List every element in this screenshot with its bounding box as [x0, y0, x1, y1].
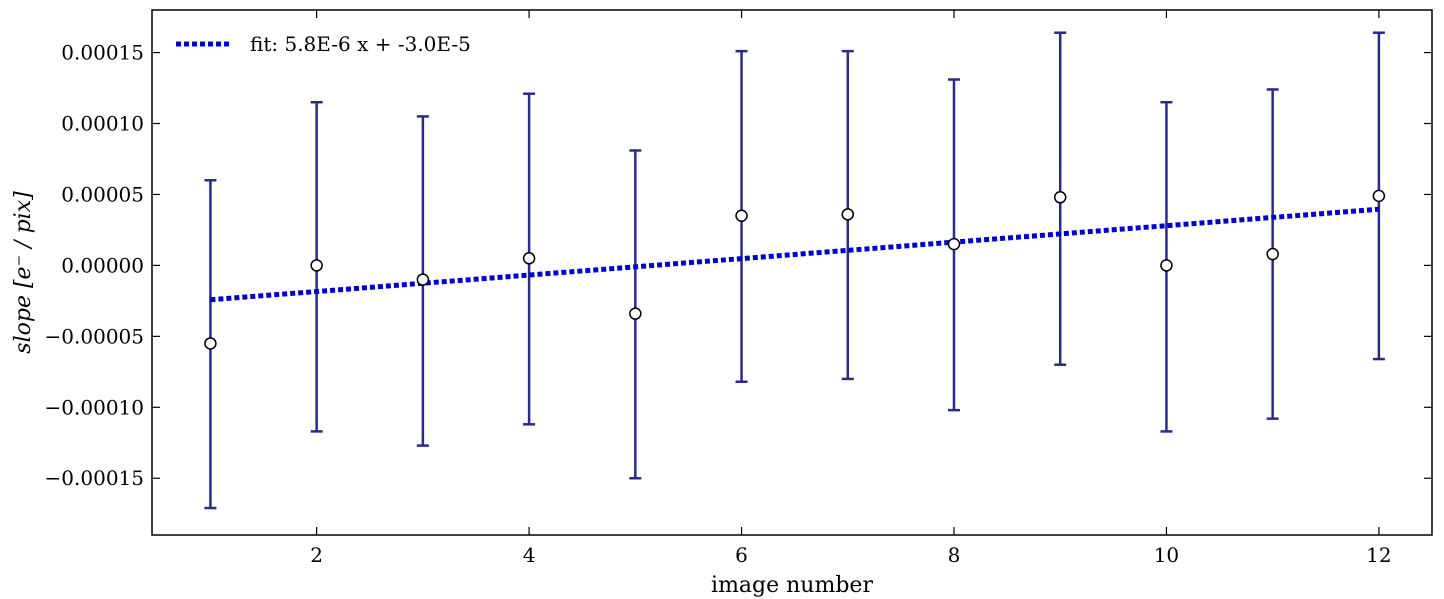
data-point	[204, 337, 217, 350]
data-point	[1372, 189, 1386, 203]
y-tick-label: 0.00010	[61, 112, 144, 136]
y-axis-title: slope [e⁻ / pix]	[11, 191, 36, 354]
plot-frame	[151, 9, 1433, 536]
x-tick-label: 4	[523, 543, 536, 567]
errorbar-layer	[204, 31, 1385, 510]
legend-fit-label: fit: 5.8E-6 x + -3.0E-5	[250, 32, 471, 56]
x-tick-label: 12	[1366, 543, 1391, 567]
data-point	[416, 273, 430, 286]
y-tick-label: 0.00005	[61, 182, 144, 206]
y-tick-label: 0.00015	[61, 41, 144, 65]
data-point	[310, 259, 323, 272]
data-point	[947, 237, 961, 251]
data-point	[1053, 191, 1067, 204]
marker-layer	[204, 189, 1386, 350]
y-tick-label: −0.00005	[45, 324, 144, 348]
x-tick-label: 6	[735, 543, 748, 567]
data-point	[1266, 247, 1279, 261]
y-tick-label: −0.00015	[45, 466, 144, 490]
fit-line-layer	[210, 206, 1380, 303]
x-tick-label: 8	[948, 543, 961, 567]
data-point	[735, 209, 748, 222]
x-tick-label: 2	[310, 543, 323, 567]
data-point	[522, 252, 536, 265]
legend: fit: 5.8E-6 x + -3.0E-5	[176, 32, 471, 56]
ticks-layer: 2 4 6 8 10 12 −0.00015 −0.00010 −0.00005 0.00000 0…	[45, 10, 1432, 567]
y-tick-label: 0.00000	[61, 253, 144, 277]
data-point	[841, 208, 855, 221]
x-axis-title: image number	[711, 573, 873, 598]
data-point	[629, 307, 642, 320]
data-point	[1160, 259, 1173, 272]
fit-line	[210, 206, 1380, 303]
x-tick-label: 10	[1154, 543, 1179, 567]
y-tick-label: −0.00010	[45, 395, 144, 419]
